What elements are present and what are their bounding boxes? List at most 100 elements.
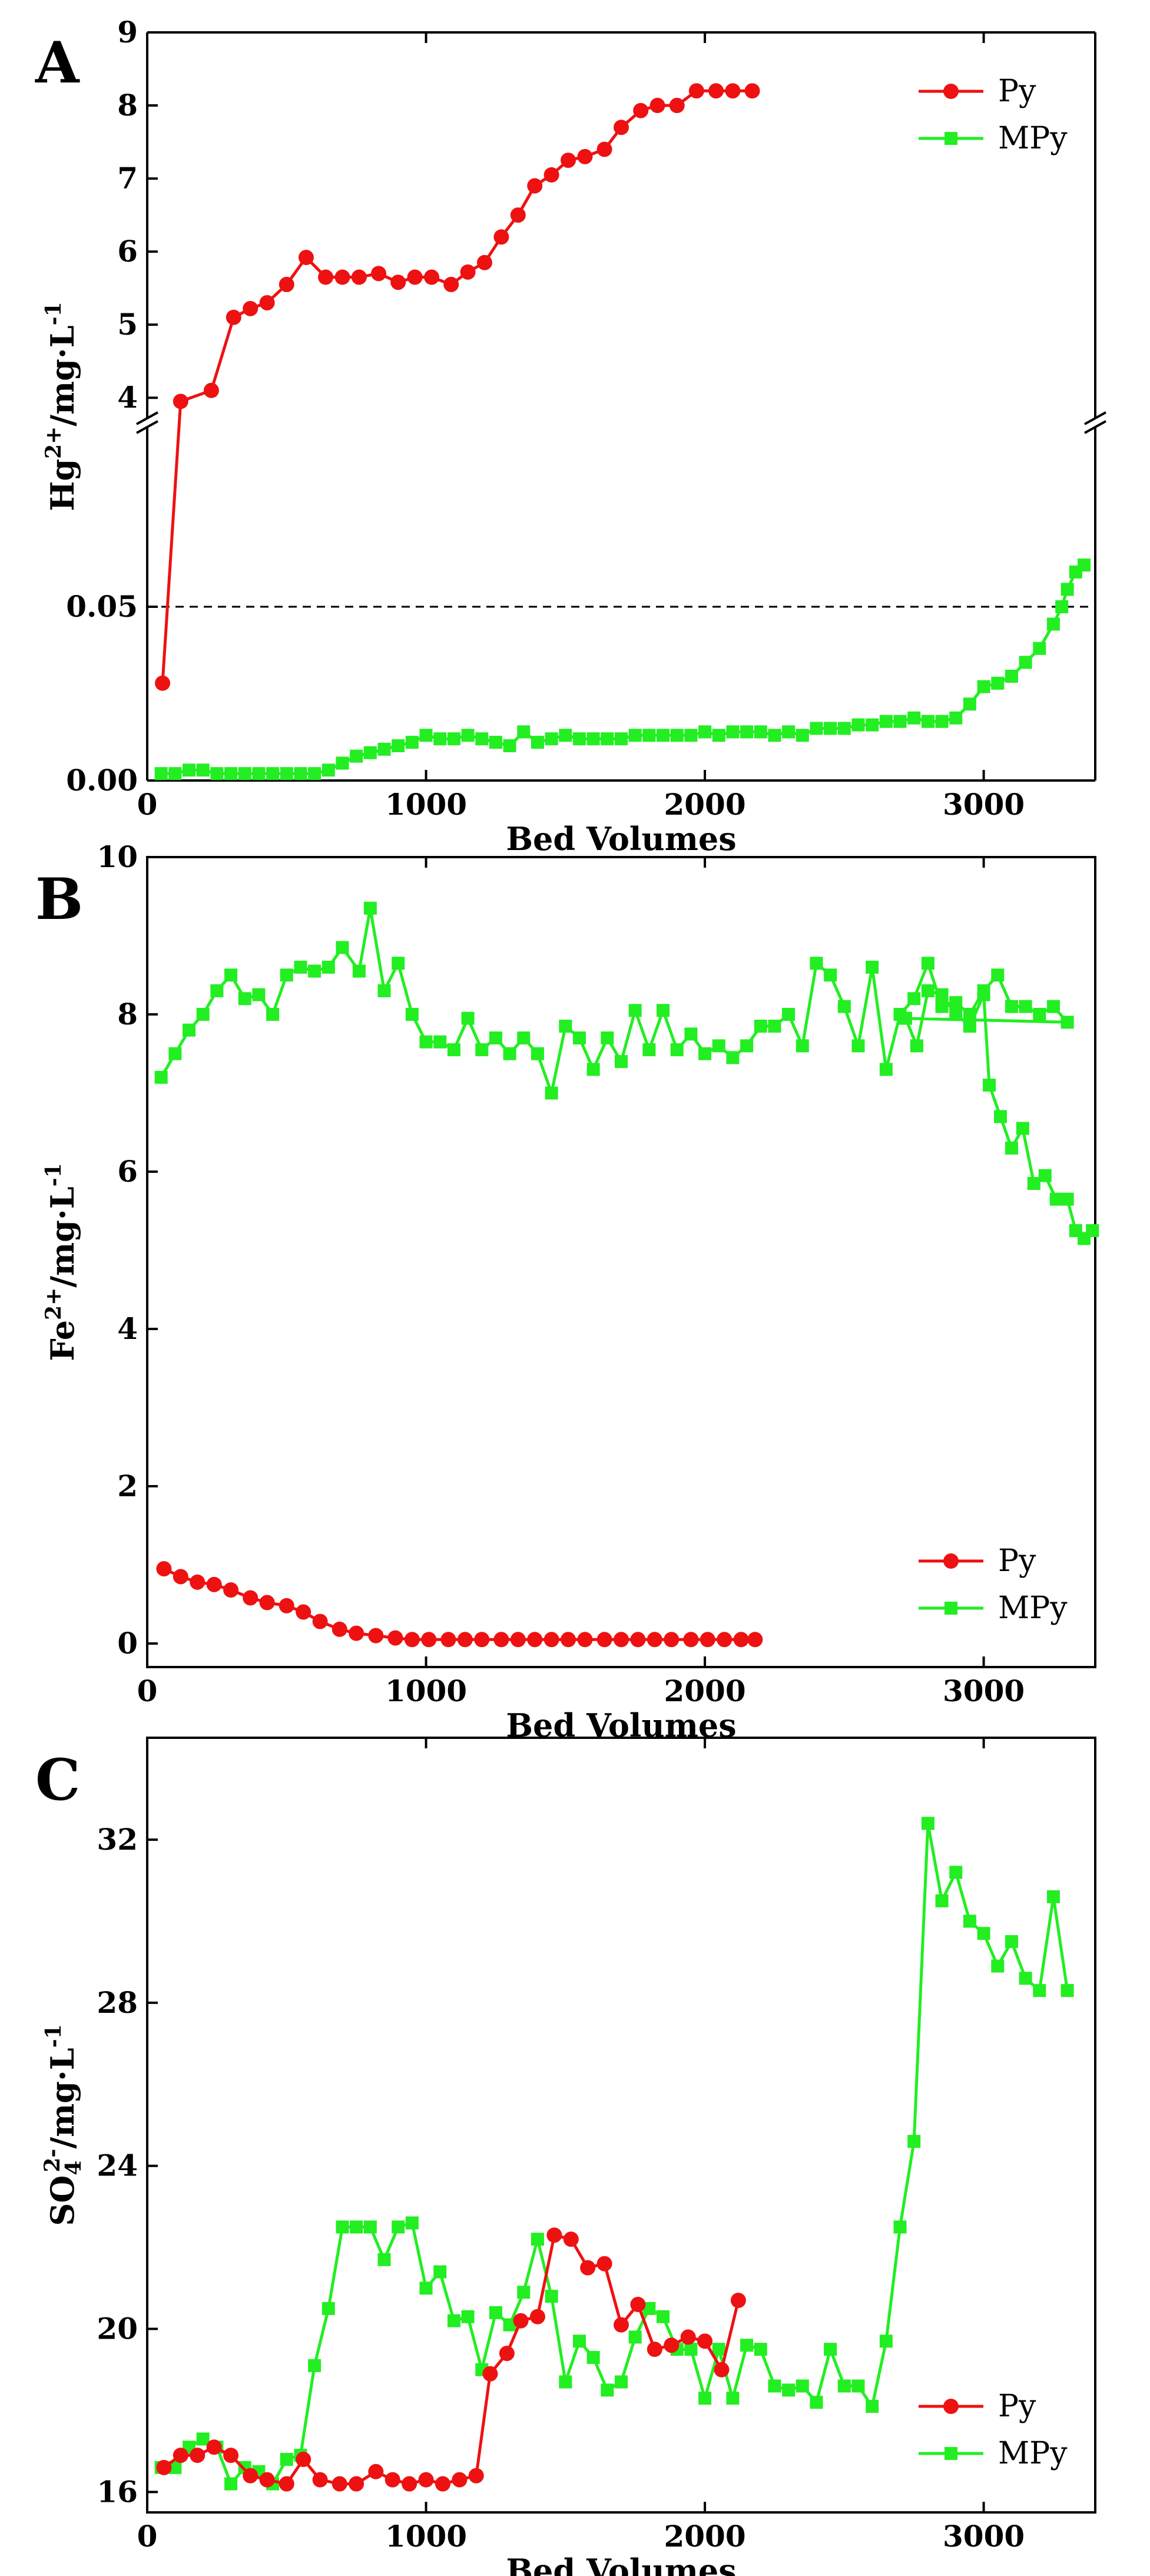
point-mpy xyxy=(559,729,572,742)
point-py xyxy=(580,2260,596,2276)
point-mpy xyxy=(935,988,949,1001)
point-py xyxy=(529,2309,545,2324)
point-mpy xyxy=(252,767,266,781)
point-mpy xyxy=(712,1039,725,1053)
point-mpy xyxy=(991,968,1005,982)
point-py xyxy=(351,269,367,285)
point-mpy xyxy=(879,715,893,728)
point-mpy xyxy=(657,1004,670,1017)
point-mpy xyxy=(336,941,349,954)
y-tick-label: 24 xyxy=(97,2148,138,2183)
point-mpy xyxy=(294,960,307,974)
point-mpy xyxy=(991,676,1005,690)
series-line-py xyxy=(163,2233,740,2486)
y-title-unit: /mg·L xyxy=(44,1186,81,1287)
point-mpy xyxy=(559,2375,572,2389)
point-py xyxy=(259,1595,275,1611)
point-mpy xyxy=(768,1020,781,1033)
point-mpy xyxy=(531,736,544,749)
point-mpy xyxy=(1019,1972,1032,1985)
point-mpy xyxy=(949,1866,963,1879)
point-py xyxy=(156,1561,172,1577)
point-mpy xyxy=(824,2343,837,2356)
point-py xyxy=(368,2463,384,2479)
point-py xyxy=(243,300,258,316)
point-mpy xyxy=(1005,670,1018,683)
point-py xyxy=(513,2313,529,2329)
point-mpy xyxy=(1038,1169,1052,1182)
point-mpy xyxy=(963,1020,976,1033)
point-mpy xyxy=(851,1039,865,1053)
point-mpy xyxy=(196,2432,210,2446)
y-tick-label: 7 xyxy=(117,161,138,196)
y-tick-label: 16 xyxy=(97,2474,138,2509)
point-mpy xyxy=(782,1007,796,1021)
point-py xyxy=(730,2293,746,2309)
panel-letter: C xyxy=(35,1747,80,1813)
point-mpy xyxy=(837,2379,851,2393)
point-mpy xyxy=(475,732,489,746)
point-mpy xyxy=(921,984,934,997)
point-py xyxy=(499,2346,515,2362)
point-py xyxy=(312,2472,328,2488)
point-mpy xyxy=(517,1031,531,1045)
y-tick-label: 9 xyxy=(117,15,138,49)
point-py xyxy=(633,102,649,118)
y-tick-label: 8 xyxy=(117,88,138,123)
point-mpy xyxy=(419,729,433,742)
point-py xyxy=(649,98,665,114)
point-py xyxy=(349,1625,364,1641)
axis-break-mark xyxy=(1084,420,1106,434)
point-mpy xyxy=(1027,1177,1040,1191)
y-title-unit: /mg·L xyxy=(44,325,81,426)
point-mpy xyxy=(657,2310,670,2323)
legend-label-py: Py xyxy=(998,2389,1036,2424)
point-mpy xyxy=(377,742,391,756)
point-mpy xyxy=(698,725,712,739)
point-mpy xyxy=(615,2375,628,2389)
point-mpy xyxy=(183,763,196,777)
point-mpy xyxy=(1086,1224,1099,1238)
point-mpy xyxy=(447,732,460,746)
point-mpy xyxy=(949,711,963,725)
legend-marker-py xyxy=(943,2399,959,2414)
y-axis-title: SO42-/mg·L-1 xyxy=(40,2024,86,2226)
point-py xyxy=(543,1632,559,1648)
x-tick-label: 0 xyxy=(137,2519,158,2554)
y-axis-title: Hg2+/mg·L-1 xyxy=(41,302,81,511)
point-py xyxy=(725,83,741,99)
y-title-subscript: 4 xyxy=(61,2161,86,2175)
point-mpy xyxy=(377,2253,391,2266)
point-mpy xyxy=(684,729,698,742)
x-tick-label: 1000 xyxy=(385,1674,467,1708)
series-line-mpy xyxy=(161,1821,1069,2486)
point-py xyxy=(563,2231,579,2247)
point-mpy xyxy=(224,968,238,982)
point-mpy xyxy=(461,1011,475,1025)
point-mpy xyxy=(796,1039,809,1053)
point-mpy xyxy=(308,2359,322,2372)
y-title-unit: /mg·L xyxy=(44,2048,81,2148)
point-mpy xyxy=(1016,1122,1029,1135)
point-py xyxy=(680,2329,696,2345)
point-py xyxy=(387,1630,403,1646)
y-tick-label: 0.00 xyxy=(66,763,138,798)
point-py xyxy=(683,1632,699,1648)
point-mpy xyxy=(628,729,642,742)
point-mpy xyxy=(712,729,725,742)
point-py xyxy=(630,2297,646,2313)
point-py xyxy=(614,120,629,135)
point-mpy xyxy=(994,1110,1007,1123)
point-mpy xyxy=(740,725,754,739)
point-py xyxy=(296,2452,311,2468)
point-py xyxy=(493,1632,509,1648)
point-mpy xyxy=(684,1027,698,1041)
point-py xyxy=(493,229,509,245)
point-mpy xyxy=(740,1039,754,1053)
point-mpy xyxy=(196,763,210,777)
point-py xyxy=(349,2476,364,2492)
point-mpy xyxy=(224,767,238,781)
x-tick-label: 3000 xyxy=(943,2519,1025,2554)
series-line-py xyxy=(161,89,753,683)
